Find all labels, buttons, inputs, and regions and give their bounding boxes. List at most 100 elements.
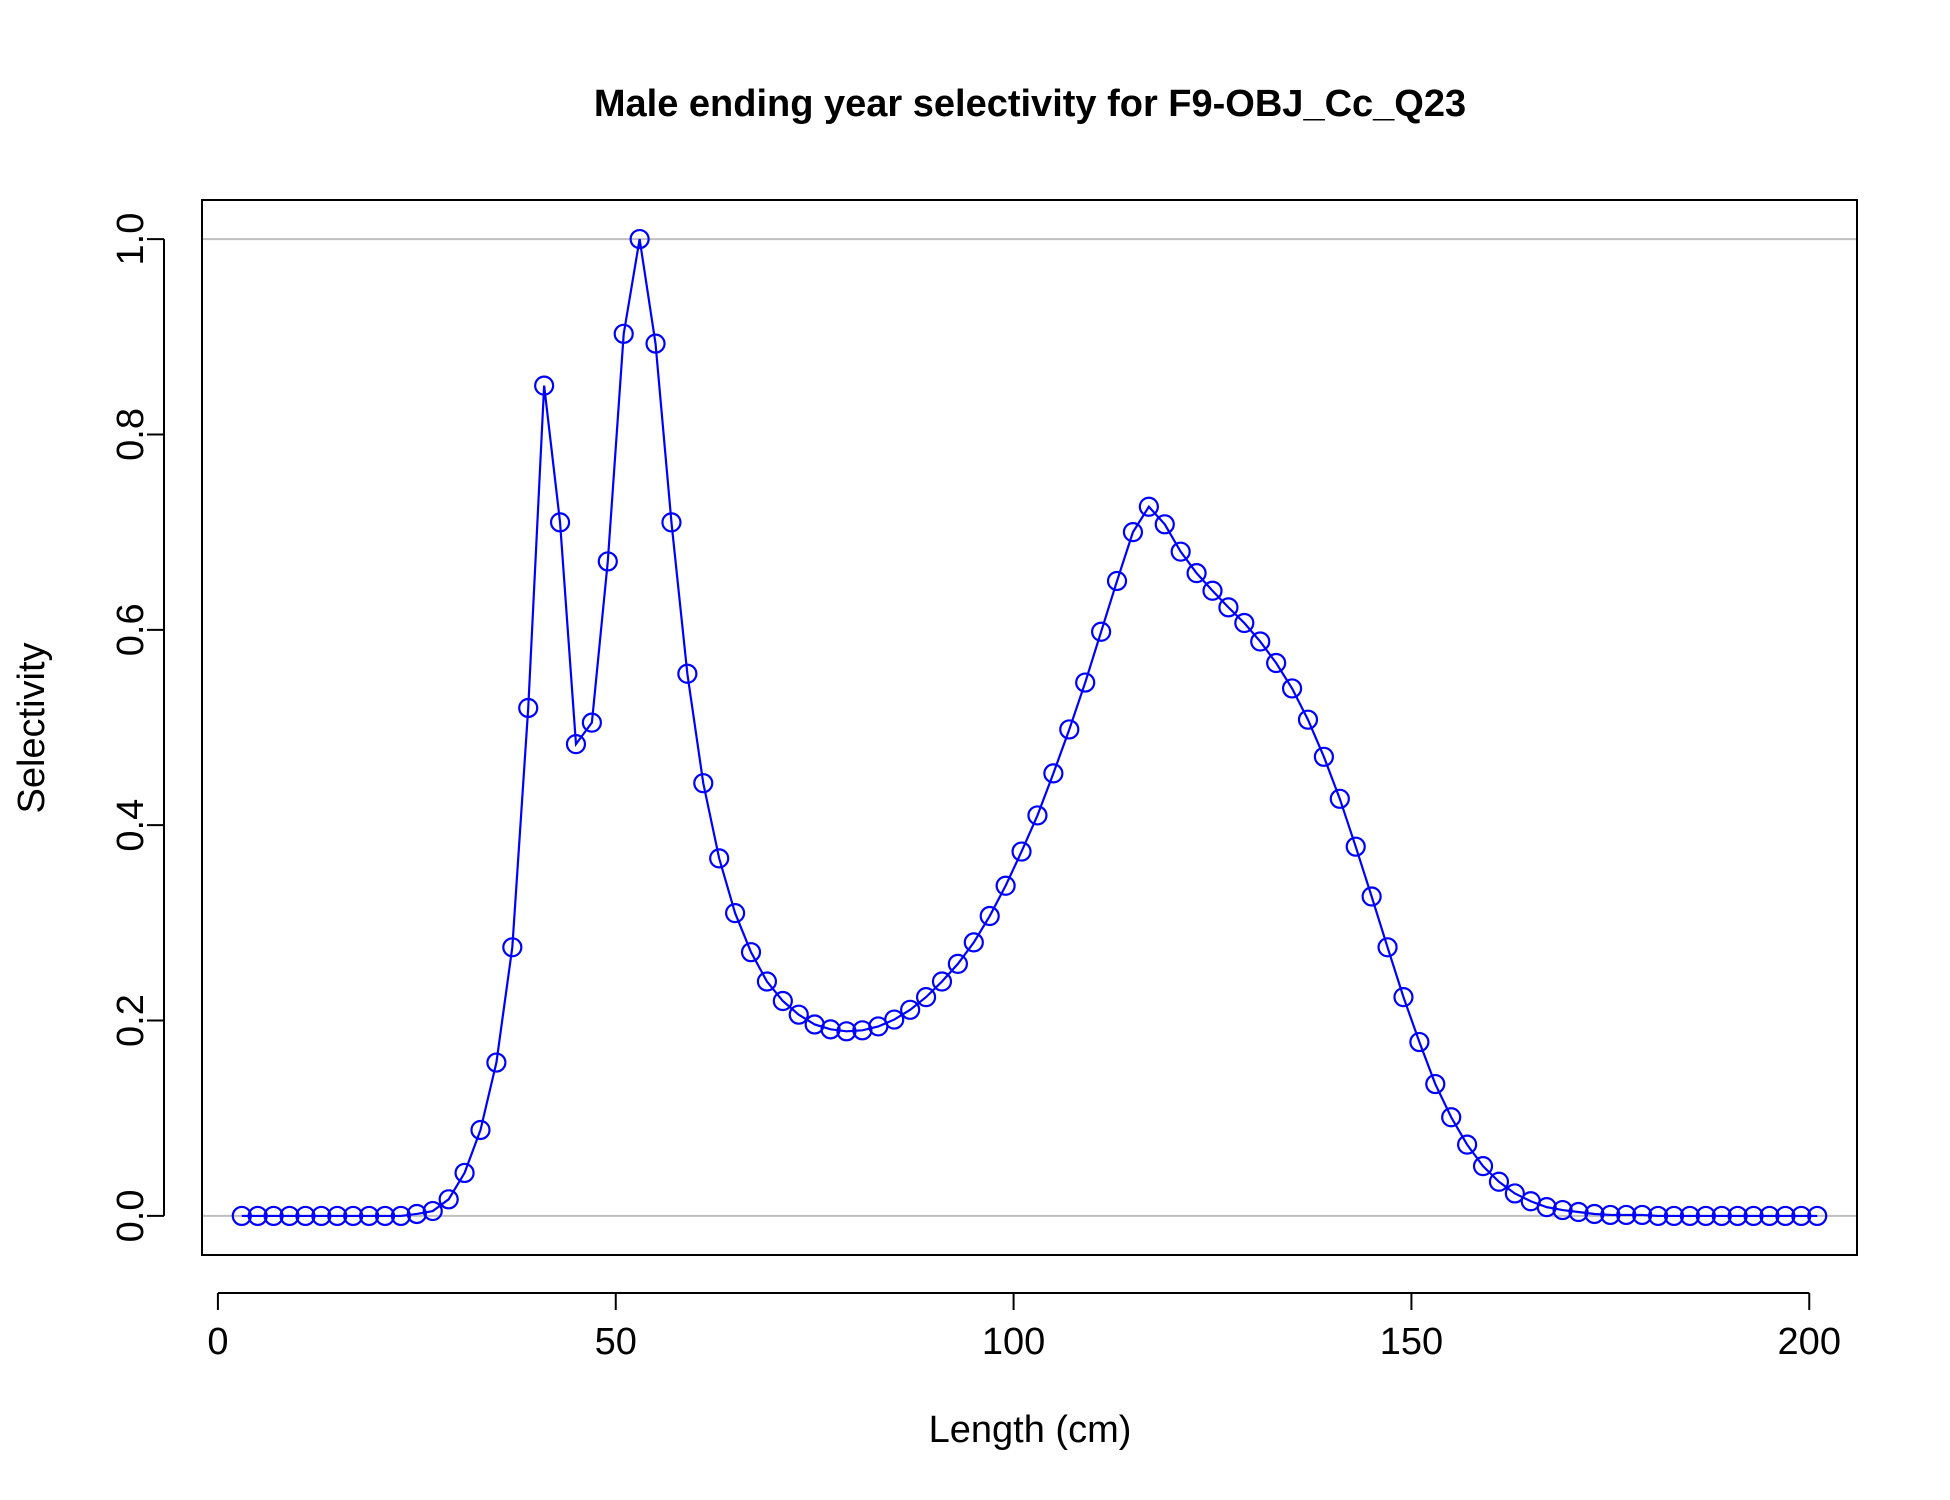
- series-line-group: [241, 238, 1818, 1218]
- data-point: [343, 1205, 364, 1227]
- data-point: [1711, 1205, 1732, 1227]
- data-point: [1663, 1205, 1685, 1227]
- data-point: [1743, 1205, 1764, 1227]
- x-axis-label: Length (cm): [929, 1409, 1132, 1451]
- data-point: [884, 1009, 905, 1030]
- data-point: [1138, 496, 1159, 517]
- data-point: [1377, 937, 1398, 958]
- data-point: [1266, 652, 1287, 674]
- data-point: [581, 712, 602, 733]
- data-point: [756, 971, 778, 992]
- reference-lines: [202, 238, 1857, 1217]
- data-point: [915, 987, 937, 1008]
- data-point: [1218, 597, 1239, 618]
- data-point: [709, 848, 730, 869]
- data-point: [358, 1205, 380, 1227]
- data-point: [1791, 1205, 1812, 1227]
- data-point: [263, 1205, 284, 1227]
- data-point: [454, 1162, 475, 1184]
- data-point: [486, 1052, 507, 1073]
- data-point: [645, 333, 666, 354]
- y-tick-label: 0.0: [110, 1190, 152, 1243]
- data-point: [1775, 1205, 1796, 1227]
- data-point: [820, 1019, 841, 1040]
- data-point: [661, 512, 682, 533]
- y-axis-label: Selectivity: [11, 642, 53, 813]
- data-point: [1027, 805, 1048, 826]
- data-point: [1504, 1183, 1525, 1204]
- x-tick-label: 200: [1778, 1321, 1841, 1363]
- data-point: [613, 323, 634, 344]
- data-point: [1727, 1205, 1748, 1227]
- data-point: [1075, 672, 1096, 693]
- data-point: [629, 228, 650, 250]
- data-point: [1568, 1201, 1589, 1223]
- data-point: [279, 1205, 300, 1227]
- data-point: [1600, 1204, 1621, 1226]
- y-tick-label: 1.0: [110, 213, 152, 266]
- data-point: [1441, 1107, 1462, 1128]
- data-point: [1679, 1205, 1701, 1227]
- data-point: [1091, 621, 1112, 642]
- data-point: [231, 1205, 252, 1227]
- data-point: [725, 903, 746, 924]
- data-point: [677, 663, 698, 684]
- data-point: [390, 1205, 412, 1227]
- data-point: [772, 990, 793, 1012]
- data-point: [1313, 746, 1334, 767]
- data-point: [1122, 522, 1144, 543]
- data-point: [1536, 1197, 1557, 1218]
- data-point: [1409, 1031, 1430, 1053]
- data-point: [1393, 987, 1414, 1008]
- data-point: [1361, 886, 1382, 907]
- data-point: [1186, 563, 1207, 584]
- data-point: [422, 1200, 443, 1222]
- y-tick-label: 0.6: [110, 603, 152, 656]
- data-point: [900, 999, 921, 1020]
- data-point: [1043, 763, 1064, 784]
- y-tick-label: 0.4: [110, 799, 152, 852]
- data-point: [1488, 1171, 1510, 1192]
- chart-title: Male ending year selectivity for F9-OBJ_…: [594, 83, 1466, 125]
- data-point: [1154, 514, 1175, 535]
- data-point: [1472, 1156, 1494, 1177]
- x-axis: 0 50 100 150 200: [207, 1292, 1841, 1363]
- data-point: [597, 551, 618, 572]
- data-point: [549, 512, 571, 533]
- data-point: [1202, 580, 1223, 601]
- data-point: [1011, 841, 1032, 862]
- y-tick-label: 0.2: [110, 994, 152, 1047]
- data-point: [1234, 612, 1255, 634]
- data-point: [1345, 836, 1366, 857]
- data-point: [1807, 1205, 1828, 1227]
- data-point: [565, 734, 587, 755]
- data-point: [1297, 709, 1319, 730]
- data-point: [470, 1119, 491, 1141]
- x-tick-label: 50: [595, 1321, 637, 1363]
- data-point: [1281, 678, 1303, 699]
- data-point: [1584, 1203, 1605, 1225]
- data-point: [518, 697, 539, 719]
- data-point: [740, 942, 762, 963]
- data-point: [406, 1203, 427, 1225]
- data-point: [836, 1021, 857, 1042]
- data-point: [1695, 1205, 1716, 1227]
- series-line: [241, 238, 1818, 1218]
- data-point: [693, 773, 714, 794]
- data-point: [1759, 1205, 1780, 1227]
- series-points-group: [231, 228, 1828, 1227]
- data-point: [327, 1205, 348, 1227]
- data-point: [963, 932, 984, 953]
- data-point: [995, 875, 1016, 896]
- data-point: [247, 1205, 268, 1227]
- x-tick-label: 150: [1380, 1321, 1443, 1363]
- data-point: [1425, 1073, 1446, 1095]
- data-point: [788, 1004, 809, 1025]
- data-point: [1170, 541, 1191, 562]
- data-point: [311, 1205, 332, 1227]
- y-axis: 0.0 0.2 0.4 0.6 0.8 1.0: [110, 213, 165, 1243]
- y-tick-label: 0.8: [110, 408, 152, 461]
- data-point: [374, 1205, 396, 1227]
- data-point: [1059, 719, 1080, 740]
